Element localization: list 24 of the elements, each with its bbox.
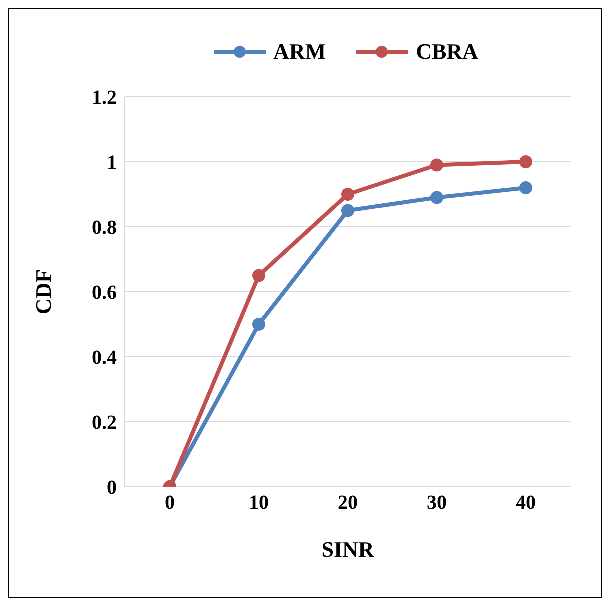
y-tick-label: 0.4 — [92, 347, 117, 370]
point — [430, 191, 444, 204]
legend-label: ARM — [274, 39, 326, 65]
point — [342, 204, 354, 218]
point — [252, 269, 266, 282]
y-tick-label: 0 — [107, 477, 117, 500]
legend-label: CBRA — [416, 39, 478, 65]
y-tick-label: 0.6 — [92, 282, 117, 304]
y-tick-label: 1.2 — [92, 87, 117, 110]
point — [342, 188, 354, 201]
x-axis-title: SINR — [322, 537, 376, 562]
x-tick-label: 30 — [427, 492, 447, 514]
x-tick-label: 0 — [165, 492, 175, 514]
x-tick-label: 20 — [338, 492, 358, 514]
point — [430, 158, 444, 172]
x-tick-label: 40 — [516, 492, 536, 514]
y-tick-label: 0.8 — [92, 217, 117, 240]
x-tick-label: 10 — [249, 492, 269, 514]
y-axis-title: CDF — [30, 269, 56, 315]
point — [252, 318, 266, 331]
point — [520, 182, 532, 194]
point — [520, 156, 532, 168]
y-tick-label: 0.2 — [92, 412, 117, 434]
y-tick-label: 1 — [107, 152, 117, 174]
